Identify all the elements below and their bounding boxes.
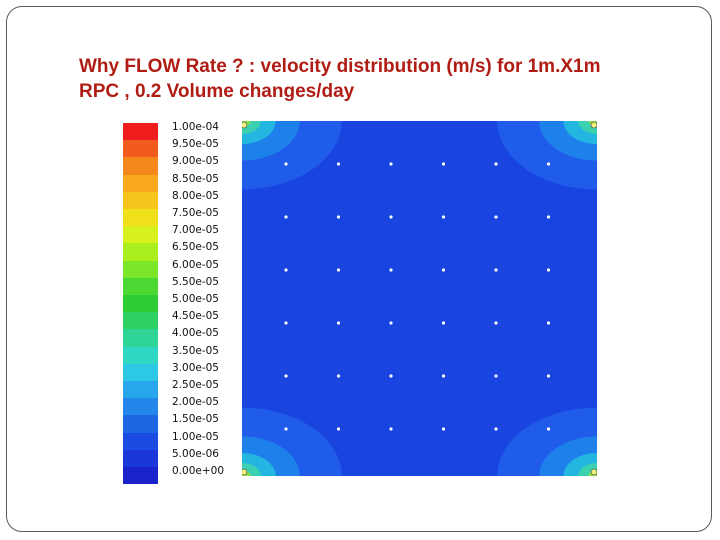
inlet-point <box>546 374 551 378</box>
corner-outlet-marker <box>590 468 597 476</box>
inlet-point <box>546 427 551 431</box>
inlet-point <box>441 321 446 325</box>
legend-label: 2.00e-05 <box>172 396 219 409</box>
inlet-point <box>336 162 341 166</box>
inlet-point <box>494 268 498 272</box>
legend-label: 1.00e-04 <box>172 121 219 133</box>
legend-label: 6.00e-05 <box>172 258 219 271</box>
inlet-point <box>389 215 393 219</box>
inlet-point <box>494 427 498 431</box>
legend-label: 5.00e-05 <box>172 293 219 305</box>
legend-label: 7.50e-05 <box>172 207 219 219</box>
inlet-point <box>336 427 341 431</box>
inlet-point <box>389 374 393 378</box>
legend-label: 5.50e-05 <box>172 275 219 288</box>
inlet-point <box>336 321 341 325</box>
legend-label: 3.50e-05 <box>172 344 219 357</box>
plot-field <box>242 121 597 476</box>
legend-swatch <box>123 209 158 227</box>
legend-swatch <box>123 140 158 158</box>
inlet-point <box>441 162 446 166</box>
inlet-point <box>389 268 393 272</box>
inlet-point <box>389 321 393 325</box>
inlet-point <box>494 321 498 325</box>
inlet-point <box>546 215 551 219</box>
legend-label: 9.50e-05 <box>172 138 219 151</box>
inlet-point <box>284 268 288 272</box>
legend-swatch <box>123 260 158 278</box>
legend-swatch <box>123 381 158 399</box>
legend-swatch <box>123 226 158 244</box>
legend-swatch <box>123 157 158 175</box>
legend-label: 1.00e-05 <box>172 430 219 443</box>
legend-swatch <box>123 329 158 347</box>
legend-swatch <box>123 191 158 209</box>
inlet-point <box>336 268 341 272</box>
inlet-point <box>389 427 393 431</box>
inlet-point <box>546 162 551 166</box>
legend-label: 2.50e-05 <box>172 379 219 391</box>
velocity-color-legend: 1.00e-04 9.50e-05 9.00e-05 8.50e-05 8.00e-05… <box>121 121 241 485</box>
slide-title: Why FLOW Rate ? : velocity distribution … <box>79 54 699 104</box>
legend-label: 4.00e-05 <box>172 327 219 340</box>
corner-outlet-marker <box>242 121 248 129</box>
inlet-point <box>441 215 446 219</box>
corner-outlet-marker <box>242 468 248 476</box>
inlet-point <box>441 268 446 272</box>
inlet-point <box>284 374 288 378</box>
legend-label: 1.50e-05 <box>172 413 219 426</box>
legend-label: 6.50e-05 <box>172 241 219 254</box>
title-line-1: Why FLOW Rate ? : velocity distribution … <box>79 56 601 77</box>
inlet-point <box>494 374 498 378</box>
legend-label: 0.00e+00 <box>172 465 224 477</box>
legend-label: 8.50e-05 <box>172 172 219 185</box>
inlet-point <box>441 427 446 431</box>
inlet-point <box>494 162 498 166</box>
legend-label: 8.00e-05 <box>172 189 219 202</box>
inlet-point <box>494 215 498 219</box>
inlet-point <box>284 215 288 219</box>
inlet-point <box>546 321 551 325</box>
title-line-2: RPC , 0.2 Volume changes/day <box>79 81 355 102</box>
inlet-point <box>546 268 551 272</box>
legend-swatch <box>123 174 158 192</box>
legend-swatch <box>123 243 158 261</box>
legend-swatch <box>123 449 158 467</box>
corner-outlet-marker <box>590 121 597 129</box>
legend-swatch <box>123 415 158 433</box>
inlet-point <box>336 374 341 378</box>
inlet-point <box>284 162 288 166</box>
legend-swatch <box>123 123 158 141</box>
legend-swatch <box>123 346 158 364</box>
legend-label: 5.00e-06 <box>172 447 219 460</box>
legend-swatch <box>123 295 158 313</box>
inlet-point <box>284 321 288 325</box>
legend-swatch <box>123 432 158 450</box>
inlet-point <box>441 374 446 378</box>
legend-swatch <box>123 398 158 416</box>
inlet-point <box>336 215 341 219</box>
legend-swatch <box>123 312 158 330</box>
inlet-point <box>389 162 393 166</box>
legend-label: 3.00e-05 <box>172 361 219 374</box>
legend-label: 4.50e-05 <box>172 310 219 323</box>
legend-label: 7.00e-05 <box>172 224 219 237</box>
legend-swatch <box>123 277 158 295</box>
legend-label: 9.00e-05 <box>172 155 219 168</box>
legend-swatch <box>123 363 158 381</box>
velocity-contour-plot <box>242 121 597 476</box>
inlet-point <box>284 427 288 431</box>
legend-swatch <box>123 467 158 485</box>
